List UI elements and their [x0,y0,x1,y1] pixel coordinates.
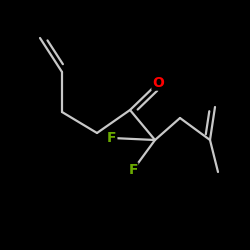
Text: O: O [152,76,164,90]
Text: F: F [107,131,117,145]
Text: F: F [128,163,138,177]
